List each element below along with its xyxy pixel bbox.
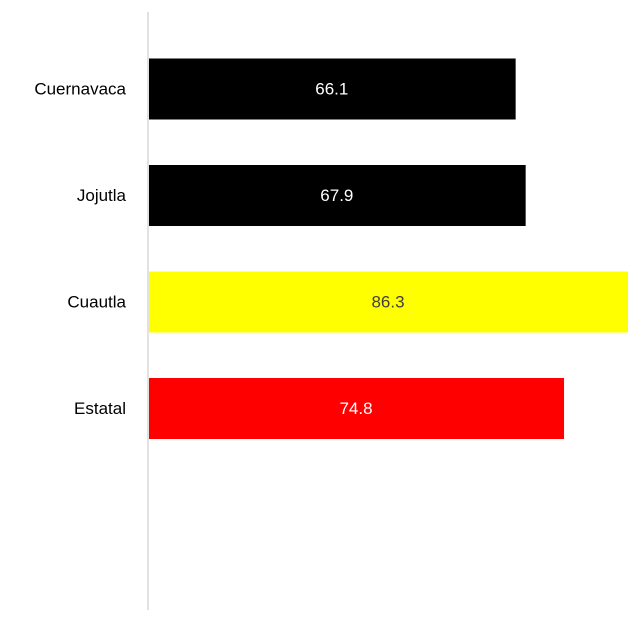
data-label-estatal: 74.8	[339, 399, 372, 418]
bar-jojutla	[149, 165, 526, 226]
bar-estatal	[149, 378, 565, 439]
category-label-cuernavaca: Cuernavaca	[34, 80, 126, 99]
data-label-cuautla: 86.3	[371, 293, 404, 312]
category-label-cuautla: Cuautla	[67, 293, 126, 312]
data-label-jojutla: 67.9	[320, 186, 353, 205]
bar-cuautla	[149, 271, 628, 333]
category-label-estatal: Estatal	[74, 399, 126, 418]
bars-layer	[149, 58, 628, 439]
category-label-jojutla: Jojutla	[77, 186, 127, 205]
bar-cuernavaca	[149, 58, 516, 120]
data-label-cuernavaca: 66.1	[315, 80, 348, 99]
labels-layer: 66.1 Cuernavaca 67.9 Jojutla 86.3 Cuautla 74.8…	[34, 80, 404, 419]
